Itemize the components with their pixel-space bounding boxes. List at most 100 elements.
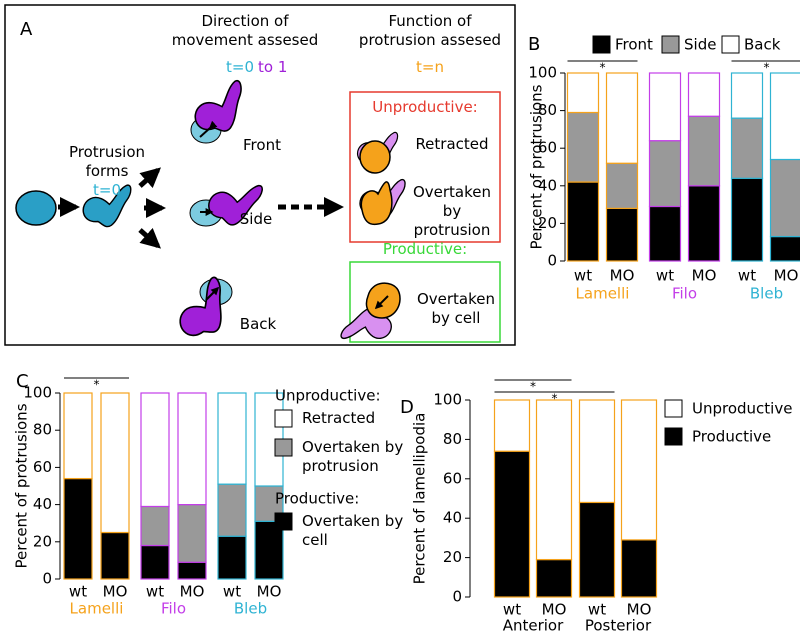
box-title: Productive: — [382, 240, 468, 258]
bar-segment — [140, 505, 170, 547]
bar-segment — [769, 72, 800, 161]
legend-label: Overtaken by cell — [302, 512, 404, 549]
y-tick-label: 0 — [547, 252, 557, 270]
legend-swatch — [274, 512, 293, 531]
panel-letter: C — [16, 371, 29, 392]
x-tick-label: MO — [627, 601, 652, 619]
bar-segment — [730, 117, 764, 179]
legend-label: Unproductive — [692, 400, 792, 418]
bar-segment — [648, 72, 682, 142]
legend-swatch — [721, 35, 740, 54]
bar-segment — [493, 450, 531, 598]
bar-segment — [177, 392, 207, 506]
bar-segment — [177, 504, 207, 563]
bar-segment — [687, 185, 721, 262]
column-title: Function of protrusion assesed — [358, 12, 502, 49]
legend-swatch — [664, 399, 683, 418]
significance-label: * — [530, 380, 536, 394]
panel-letter: D — [400, 397, 414, 418]
x-tick-label: wt — [574, 267, 592, 285]
bar-segment — [63, 392, 93, 480]
legend-group-title: Unproductive: — [275, 387, 381, 405]
legend-swatch — [592, 35, 611, 54]
outcome-label: Retracted — [415, 135, 489, 153]
legend-label: Front — [615, 36, 653, 54]
y-axis-label: Percent of protrusions — [528, 84, 546, 249]
bar-segment — [730, 72, 764, 119]
bar-segment — [493, 399, 531, 452]
start-label: Protrusion forms — [68, 143, 146, 180]
x-tick-label: wt — [738, 267, 756, 285]
column-title: Direction of movement assesed — [171, 12, 319, 49]
bar-segment — [535, 558, 573, 598]
y-axis-label: Percent of protrusions — [13, 403, 31, 568]
legend-label: Overtaken by protrusion — [302, 438, 404, 475]
bar-segment — [535, 399, 573, 561]
significance-label: * — [764, 61, 770, 75]
x-tick-label: wt — [503, 601, 521, 619]
outcome-label: Overtaken by protrusion — [412, 183, 492, 239]
significance-label: * — [600, 61, 606, 75]
legend-label: Retracted — [302, 409, 376, 427]
time-label: t=0 — [226, 58, 254, 76]
x-tick-label: wt — [223, 583, 241, 601]
x-tick-label: MO — [610, 267, 635, 285]
panel-letter: A — [20, 19, 33, 40]
bar-segment — [687, 115, 721, 187]
legend-group-title: Productive: — [275, 490, 359, 508]
y-tick-label: 0 — [452, 588, 462, 606]
bar-segment — [605, 162, 639, 209]
significance-label: * — [552, 392, 558, 406]
bar-segment — [620, 399, 658, 541]
unproductive-box — [349, 91, 501, 243]
direction-label: Front — [243, 136, 281, 154]
group-label: Lamelli — [576, 285, 630, 303]
cell-retracted — [359, 140, 391, 174]
bar-segment — [578, 399, 616, 504]
time-label: t=0 — [93, 181, 121, 199]
y-tick-label: 60 — [443, 469, 462, 487]
x-tick-label: MO — [542, 601, 567, 619]
x-tick-label: MO — [774, 267, 799, 285]
bar-segment — [769, 235, 800, 262]
y-tick-label: 20 — [443, 548, 462, 566]
time-label: t=n — [416, 58, 444, 76]
group-label: Filo — [672, 285, 697, 303]
y-axis-label: Percent of lamellipodia — [411, 413, 429, 585]
bar-segment — [217, 483, 247, 537]
bar-segment — [566, 181, 600, 262]
bar-segment — [100, 531, 130, 580]
y-tick-label: 40 — [443, 509, 462, 527]
y-tick-label: 40 — [538, 176, 557, 194]
y-tick-label: 80 — [33, 421, 52, 439]
box-title: Unproductive: — [372, 98, 478, 116]
bar-segment — [177, 561, 207, 580]
arrow — [199, 120, 218, 138]
bar-segment — [605, 207, 639, 262]
bar-segment — [254, 520, 284, 580]
panel-a-border — [4, 4, 516, 346]
y-tick-label: 20 — [33, 532, 52, 550]
y-tick-label: 60 — [538, 139, 557, 157]
bar-segment — [140, 392, 170, 508]
x-tick-label: MO — [103, 583, 128, 601]
arrow — [374, 295, 389, 310]
bar-segment — [140, 544, 170, 580]
group-label: Lamelli — [70, 600, 124, 618]
x-tick-label: wt — [146, 583, 164, 601]
bar-segment — [620, 539, 658, 598]
arrow — [205, 286, 220, 301]
y-tick-label: 60 — [33, 458, 52, 476]
bar-segment — [100, 392, 130, 534]
panel-letter: B — [528, 34, 540, 55]
x-tick-label: MO — [257, 583, 282, 601]
legend-swatch — [274, 438, 293, 457]
productive-box — [349, 261, 501, 343]
arrow — [138, 227, 161, 249]
outcome-label: Overtaken by cell — [416, 290, 496, 327]
group-label: Filo — [161, 600, 186, 618]
y-tick-label: 40 — [33, 495, 52, 513]
bar-segment — [605, 72, 639, 164]
